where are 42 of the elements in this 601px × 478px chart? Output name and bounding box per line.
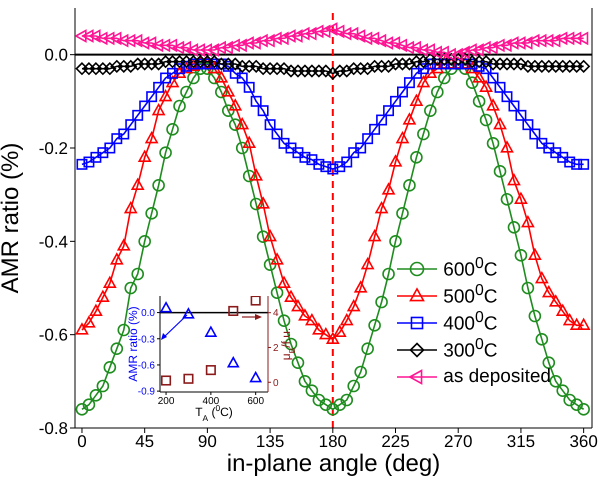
y-tick-label: -0.6 [138,360,156,372]
y2-tick-label: 2 [273,343,279,354]
legend-label: as deposited [443,366,551,388]
point [250,372,262,382]
x-tick-label: 200 [158,396,175,408]
x-tick-label: 315 [506,432,536,452]
y2-tick-label: 4 [273,308,279,320]
x-tick-label: 45 [135,432,154,452]
point [205,326,217,337]
y-axis-title: AMR ratio (%) [0,142,24,294]
legend-label: 500$^{0}$C [443,282,498,309]
y-tick-label: 0.0 [44,46,68,65]
y-tick-label: -0.2 [38,139,68,158]
point [250,296,261,306]
point [206,365,216,376]
point [160,302,172,313]
y-tick-label: -0.9 [138,386,156,398]
point [182,308,194,319]
point [183,374,194,384]
x-tick-label: 225 [381,432,410,452]
y-tick-label: -0.6 [38,326,68,345]
point [228,306,238,316]
y-tick-label: 0.0 [141,308,156,320]
y-tick-label: -0.8 [38,419,68,438]
x-axis-title: T$_{A}$ ($^{0}$C) [195,403,233,423]
legend-label: 400$^{0}$C [443,309,498,336]
y-tick-label: -0.3 [138,334,156,346]
x-tick-label: 600 [247,396,264,408]
legend-label: 600$^{0}$C [443,255,498,282]
x-tick-label: 90 [198,432,217,452]
x-tick-label: 0 [77,432,87,452]
y-tick-label: -0.4 [38,232,68,252]
x-tick-label: 180 [318,432,347,452]
point [161,375,172,386]
y2-tick-label: 0 [273,378,279,389]
x-axis-title: in-plane angle (deg) [226,450,440,477]
y-axis-title: AMR ratio (%) [126,306,140,382]
legend-label: 300$^{0}$C [443,336,498,363]
x-tick-label: 270 [444,432,472,452]
point [227,356,240,368]
x-tick-label: 135 [256,432,284,452]
x-tick-label: 360 [569,432,598,452]
